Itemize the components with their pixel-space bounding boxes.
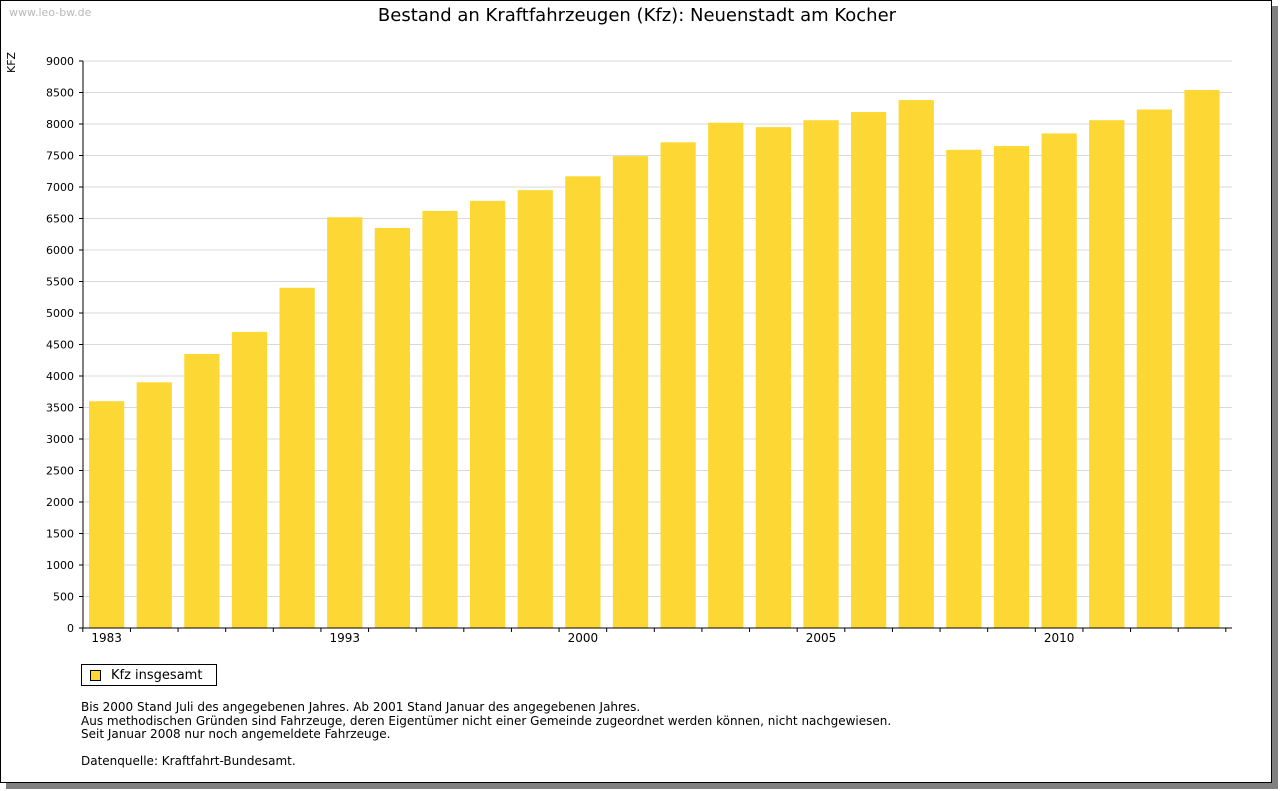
footnote-2: Aus methodischen Gründen sind Fahrzeuge,… bbox=[81, 713, 892, 728]
y-tick-label: 8000 bbox=[46, 118, 74, 131]
x-tick-label: 2005 bbox=[806, 631, 837, 645]
footnote-1: Bis 2000 Stand Juli des angegebenen Jahr… bbox=[81, 700, 641, 714]
y-tick-label: 1500 bbox=[46, 528, 74, 541]
bar bbox=[565, 176, 601, 629]
x-tick-label: 2000 bbox=[568, 631, 599, 645]
bar bbox=[231, 331, 268, 628]
bar-chart: 0 500 1000 1500 2000 2500 3000 3500 4000 4500 5000… bbox=[46, 55, 1232, 645]
bar bbox=[803, 120, 839, 628]
y-tick-label: 3000 bbox=[46, 433, 74, 446]
y-tick-label: 7500 bbox=[46, 150, 74, 163]
y-tick-label: 1000 bbox=[46, 559, 74, 572]
footnotes: Bis 2000 Stand Juli des angegebenen Jahr… bbox=[81, 700, 892, 768]
data-source: Datenquelle: Kraftfahrt-Bundesamt. bbox=[81, 753, 296, 768]
y-tick-label: 7000 bbox=[46, 181, 74, 194]
tick-labels: 0 500 1000 1500 2000 2500 3000 3500 4000 4500 5000… bbox=[46, 55, 1074, 645]
bar bbox=[422, 210, 458, 628]
bar bbox=[470, 200, 506, 629]
bar bbox=[993, 146, 1030, 629]
axes bbox=[79, 60, 1232, 632]
bar bbox=[946, 149, 982, 628]
bar bbox=[327, 217, 363, 629]
bar bbox=[1184, 89, 1220, 629]
y-tick-label: 4500 bbox=[46, 339, 74, 352]
y-tick-label: 3500 bbox=[46, 402, 74, 415]
gridlines bbox=[83, 60, 1232, 597]
legend-label: Kfz insgesamt bbox=[111, 667, 203, 683]
y-tick-label: 5000 bbox=[46, 307, 74, 320]
legend-swatch bbox=[90, 669, 101, 681]
footnote-3: Seit Januar 2008 nur noch angemeldete Fa… bbox=[81, 727, 391, 741]
bar bbox=[279, 287, 315, 628]
y-tick-label: 8500 bbox=[46, 87, 74, 100]
x-tick-label: 1983 bbox=[91, 631, 122, 645]
bar bbox=[755, 127, 791, 629]
x-tick-label: 1993 bbox=[329, 631, 360, 645]
bar bbox=[1136, 109, 1172, 628]
bar bbox=[517, 190, 553, 628]
watermark: www.leo-bw.de bbox=[9, 6, 92, 19]
y-tick-label: 9000 bbox=[46, 55, 74, 68]
y-tick-label: 2000 bbox=[46, 496, 74, 509]
y-tick-label: 4000 bbox=[46, 370, 74, 383]
bar bbox=[184, 353, 220, 628]
x-tick-label: 2010 bbox=[1044, 631, 1075, 645]
bar bbox=[708, 122, 744, 629]
bar bbox=[612, 156, 649, 628]
y-tick-label: 6500 bbox=[46, 213, 74, 226]
bar bbox=[851, 112, 887, 628]
y-tick-label: 6000 bbox=[46, 244, 74, 257]
chart-title: Bestand an Kraftfahrzeugen (Kfz): Neuens… bbox=[377, 5, 897, 26]
y-tick-label: 500 bbox=[53, 591, 74, 604]
y-tick-label: 5500 bbox=[46, 276, 74, 289]
bar bbox=[136, 382, 172, 628]
y-tick-label: 0 bbox=[67, 622, 74, 635]
bar bbox=[1089, 120, 1125, 628]
legend: Kfz insgesamt bbox=[81, 664, 217, 686]
bar bbox=[660, 142, 696, 628]
bar bbox=[1041, 133, 1077, 628]
bars bbox=[89, 89, 1220, 629]
y-tick-label: 2500 bbox=[46, 465, 74, 478]
bar bbox=[374, 227, 410, 628]
bar bbox=[898, 100, 934, 628]
bar bbox=[89, 401, 125, 628]
